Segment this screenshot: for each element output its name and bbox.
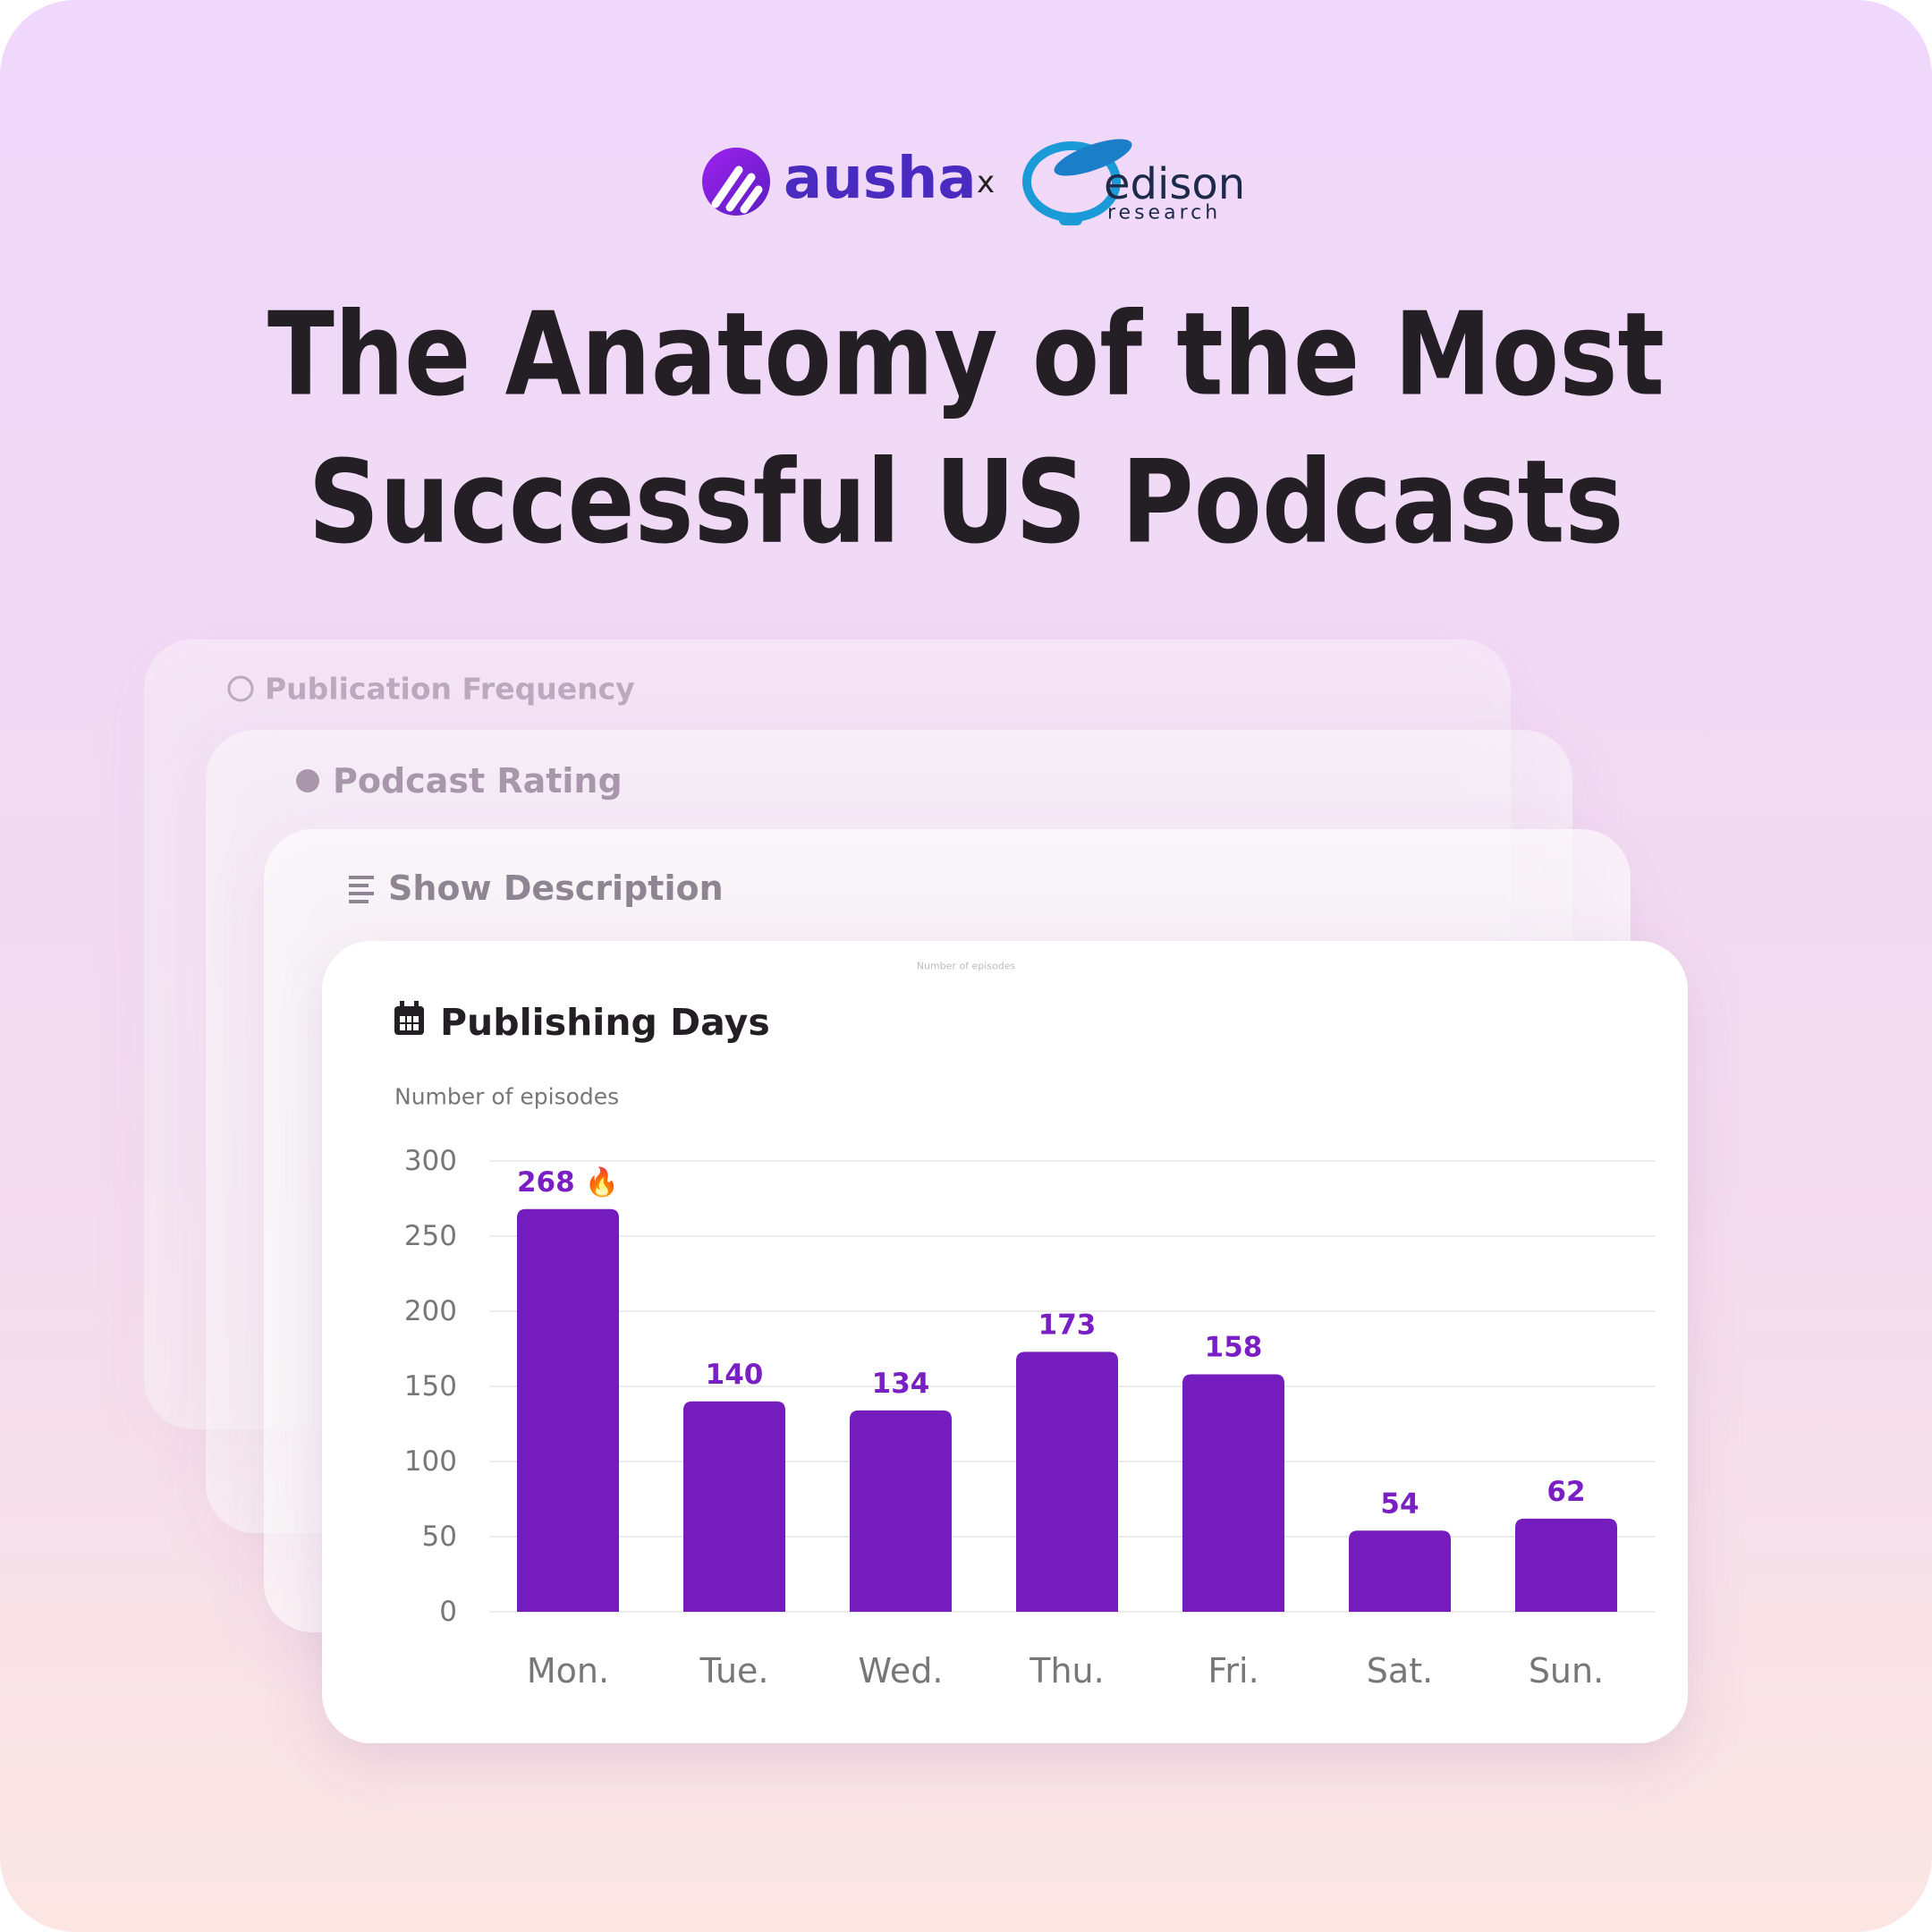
bar — [683, 1401, 785, 1612]
edison-logo — [1022, 139, 1132, 225]
badge-icon — [296, 769, 319, 792]
x-tick-label: Fri. — [1208, 1651, 1258, 1690]
value-label: 54 — [1380, 1487, 1419, 1520]
headline: Successful US Podcasts — [309, 436, 1624, 570]
value-label: 158 — [1205, 1332, 1263, 1364]
bar — [1515, 1518, 1617, 1612]
card-title: Podcast Rating — [333, 761, 623, 801]
y-axis-label: Number of episodes — [394, 1084, 619, 1110]
bar — [1349, 1530, 1451, 1612]
headline: The Anatomy of the Most — [267, 289, 1665, 422]
bar — [850, 1410, 952, 1612]
y-tick-label: 300 — [404, 1145, 457, 1177]
value-label: 268 🔥 — [517, 1165, 619, 1199]
card-title: Publication Frequency — [265, 672, 635, 707]
x-tick-label: Tue. — [699, 1651, 769, 1690]
y-tick-label: 200 — [404, 1295, 457, 1327]
y-tick-label: 0 — [439, 1596, 457, 1628]
y-tick-label: 50 — [422, 1521, 457, 1553]
x-tick-label: Sun. — [1529, 1651, 1604, 1690]
calendar-icon — [394, 1001, 424, 1035]
faint-label: Number of episodes — [917, 961, 1016, 972]
value-label: 134 — [872, 1368, 930, 1400]
clock-icon — [227, 675, 254, 702]
brand-left: ausha — [784, 146, 977, 212]
value-label: 62 — [1546, 1476, 1585, 1508]
value-label: 173 — [1038, 1309, 1097, 1341]
brand-right-sub: research — [1107, 202, 1221, 225]
x-tick-label: Sat. — [1367, 1651, 1433, 1690]
x-tick-label: Thu. — [1029, 1651, 1104, 1690]
chart-title: Publishing Days — [440, 1001, 770, 1044]
x-tick-label: Mon. — [527, 1651, 609, 1690]
y-tick-label: 150 — [404, 1370, 457, 1402]
brand-separator: x — [977, 165, 995, 200]
value-label: 140 — [706, 1359, 764, 1391]
y-tick-label: 250 — [404, 1220, 457, 1252]
bar — [1182, 1374, 1284, 1612]
bar — [517, 1208, 619, 1612]
card-title: Show Description — [388, 869, 724, 908]
bar — [1016, 1352, 1118, 1612]
plot: 0 50 100 150 200 250 300 Mon. 268 🔥 Tue. 140 Wed. 13… — [404, 1145, 1655, 1690]
chart-card — [322, 941, 1688, 1743]
lines-icon — [349, 876, 374, 903]
ausha-logo — [702, 148, 770, 216]
x-tick-label: Wed. — [859, 1651, 944, 1690]
brand-right: edison — [1104, 159, 1245, 209]
y-tick-label: 100 — [404, 1445, 457, 1478]
